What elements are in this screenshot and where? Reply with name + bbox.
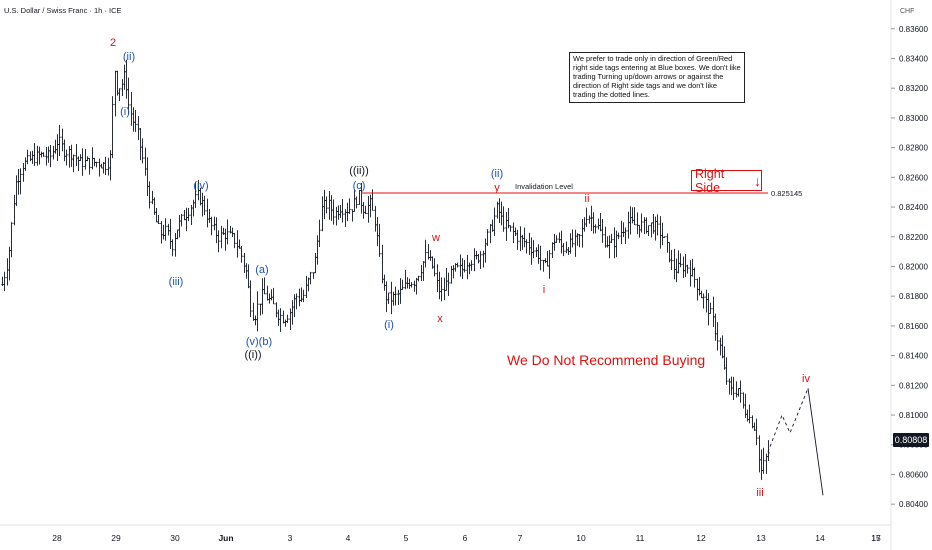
trading-note-box: We prefer to trade only in direction of …: [569, 52, 745, 103]
price-tick-label: 0.81600: [899, 322, 928, 331]
wave-label: (i): [384, 319, 394, 331]
invalidation-label: Invalidation Level: [515, 182, 573, 191]
wave-label: ii: [585, 193, 590, 205]
wave-labels: 2 (ii) (i) (iv) (iii) (a) (v)(b)((i)) ((ii)) (c)…: [110, 37, 811, 499]
price-tick-label: 0.83400: [899, 54, 928, 63]
projection-path: [767, 388, 824, 496]
time-tick-label: 17: [871, 533, 881, 543]
wave-label: (ii): [491, 168, 503, 180]
wave-label: (iii): [169, 276, 184, 288]
time-tick-label: 6: [463, 533, 468, 543]
time-tick-label: 4: [346, 533, 351, 543]
wave-label: (i): [120, 106, 130, 118]
wave-label: i: [543, 284, 545, 296]
price-tick-label: 0.83000: [899, 114, 928, 123]
wave-label: x: [437, 313, 443, 325]
time-tick-label: 5: [404, 533, 409, 543]
wave-label: y: [494, 182, 500, 194]
price-tick-label: 0.82800: [899, 144, 928, 153]
wave-label: (a): [255, 264, 268, 276]
time-tick-label: 7: [518, 533, 523, 543]
wave-label: 2: [110, 37, 116, 49]
time-tick-label: 28: [52, 533, 62, 543]
wave-label: (iv): [193, 180, 208, 192]
wave-label: ((i)): [244, 349, 261, 361]
time-tick-label: 12: [696, 533, 706, 543]
wave-label: iii: [756, 487, 763, 499]
symbol-title: U.S. Dollar / Swiss Franc · 1h · ICE: [4, 6, 122, 15]
price-tick-label: 0.81000: [899, 411, 928, 420]
price-tick-label: 0.81400: [899, 352, 928, 361]
wave-label: (c): [353, 180, 366, 192]
price-tick-label: 0.82400: [899, 203, 928, 212]
no-buy-warning: We Do Not Recommend Buying: [507, 352, 706, 368]
price-tick-label: 0.81200: [899, 381, 928, 390]
time-tick-label: 14: [815, 533, 825, 543]
time-tick-label: 11: [636, 533, 645, 543]
down-arrow-icon: ↓: [754, 172, 761, 189]
time-tick-label: 15: [871, 533, 881, 543]
price-tick-label: 0.82000: [899, 262, 928, 271]
currency-label: CHF: [900, 8, 915, 15]
candles: [1, 59, 770, 480]
projection-dashed: [767, 388, 809, 453]
time-tick-label: 10: [576, 533, 586, 543]
price-tick-label: 0.83200: [899, 84, 928, 93]
wave-label: w: [431, 232, 440, 244]
time-tick-label: 30: [170, 533, 180, 543]
wave-label: ((ii)): [349, 165, 369, 177]
price-tick-label: 0.81800: [899, 292, 928, 301]
right-side-tag: Right Side ↓: [691, 167, 762, 195]
time-tick-label: 3: [288, 533, 293, 543]
price-tick-label: 0.83600: [899, 25, 928, 34]
wave-label: (ii): [123, 51, 135, 63]
time-tick-label: 13: [756, 533, 766, 543]
right-side-label: Right Side: [695, 166, 725, 195]
invalidation-price: 0.825145: [771, 189, 802, 198]
last-price-tag: 0.80808: [893, 433, 929, 447]
price-tick-label: 0.82200: [899, 233, 928, 242]
wave-label: iv: [802, 373, 810, 385]
price-tick-label: 0.82600: [899, 173, 928, 182]
time-tick-label: 29: [111, 533, 121, 543]
price-tick-label: 0.80600: [899, 470, 928, 479]
wave-label: (v)(b): [246, 336, 272, 348]
time-tick-label: Jun: [218, 533, 233, 543]
projection-solid: [807, 388, 824, 496]
price-tick-label: 0.80400: [899, 500, 928, 509]
